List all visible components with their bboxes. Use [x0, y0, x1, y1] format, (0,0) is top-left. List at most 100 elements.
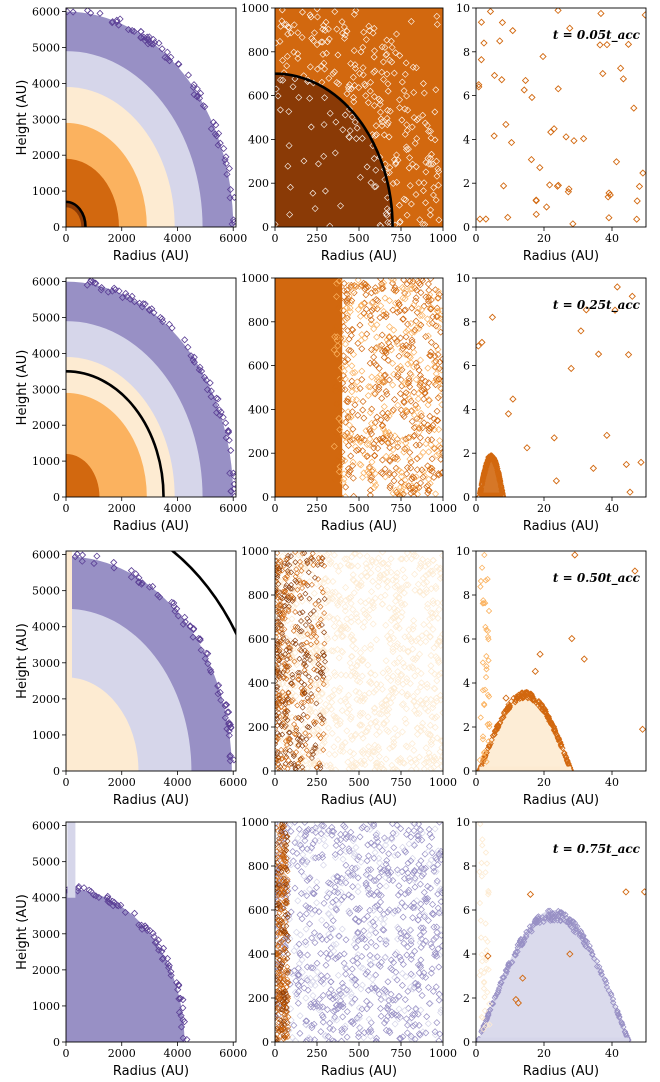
particle [321, 1032, 329, 1040]
particle [358, 981, 366, 989]
particle [275, 624, 279, 631]
particle [290, 947, 298, 955]
particle [287, 645, 294, 652]
particle [280, 928, 287, 935]
particle [396, 992, 404, 1000]
particle [321, 640, 328, 647]
particle [367, 641, 375, 649]
particle [317, 972, 325, 980]
particle [285, 108, 293, 115]
shell-4 [66, 453, 100, 497]
particle [341, 1022, 349, 1030]
particle [282, 861, 289, 868]
y-tick-label: 600 [248, 904, 269, 917]
particle [395, 882, 403, 890]
particle [401, 295, 409, 303]
particle [409, 473, 417, 481]
jet-particle [479, 659, 487, 666]
particle [390, 684, 398, 692]
x-tick-label: 6000 [219, 1047, 247, 1060]
particle [301, 667, 308, 674]
rim-particle [114, 902, 122, 910]
particle [407, 371, 415, 379]
particle [427, 338, 435, 346]
particle [405, 343, 413, 351]
particle [325, 750, 333, 758]
particle [326, 993, 334, 1001]
particle [403, 146, 410, 154]
particle [423, 1013, 431, 1021]
rim-particle [155, 946, 163, 954]
inner-fill [275, 278, 343, 497]
particle [278, 653, 285, 660]
rim-particle [215, 129, 223, 138]
particle [639, 169, 646, 177]
disk-particle [538, 701, 545, 708]
particle [285, 695, 291, 702]
particle [275, 647, 281, 654]
particle [320, 716, 327, 723]
particle [430, 753, 438, 761]
particle [278, 621, 284, 628]
particle [277, 975, 284, 982]
particle [412, 401, 420, 409]
particle [416, 216, 424, 224]
particle [430, 935, 438, 943]
particle [282, 957, 289, 964]
particle [284, 30, 292, 38]
rim-particle [138, 925, 146, 933]
particle [370, 24, 378, 32]
particle [401, 105, 409, 113]
disk-particle [512, 948, 519, 956]
particle [303, 892, 311, 900]
particle [343, 615, 351, 623]
particle [333, 79, 341, 86]
particle [311, 837, 319, 845]
particle [406, 154, 413, 162]
disk-particle [540, 918, 547, 926]
particle [349, 474, 357, 482]
particle [388, 43, 396, 51]
particle [275, 1001, 279, 1008]
particle [279, 737, 287, 745]
rim-particle [163, 48, 171, 56]
rim-particle [158, 947, 166, 955]
particle [498, 76, 506, 84]
particle [322, 187, 329, 195]
rim-particle [180, 1018, 188, 1026]
particle [438, 744, 443, 752]
particle [372, 182, 380, 190]
particle [331, 714, 339, 722]
particle [437, 856, 443, 864]
particle [349, 668, 357, 676]
particle [427, 662, 435, 670]
rim-particle [181, 618, 189, 626]
particle [281, 841, 288, 848]
particle [387, 628, 395, 636]
particle [350, 289, 358, 297]
particle [284, 888, 291, 895]
particle [392, 159, 400, 167]
rim-particle [183, 1035, 191, 1042]
particle [304, 559, 311, 565]
particle [376, 882, 384, 890]
particle [348, 325, 356, 333]
particle [370, 688, 378, 696]
particle [281, 667, 288, 674]
particle [333, 599, 341, 607]
particle [308, 34, 316, 42]
rim-particle [186, 622, 194, 630]
particle [332, 400, 340, 408]
particle [336, 426, 344, 434]
particle [400, 759, 408, 767]
particle [427, 424, 435, 432]
particle [365, 678, 373, 686]
particle [429, 556, 437, 564]
particle [399, 680, 407, 688]
particle [310, 718, 317, 725]
rim-particle [115, 287, 123, 295]
particle [363, 611, 371, 619]
particle [396, 758, 404, 766]
particle [308, 1021, 316, 1029]
particle [310, 761, 318, 769]
